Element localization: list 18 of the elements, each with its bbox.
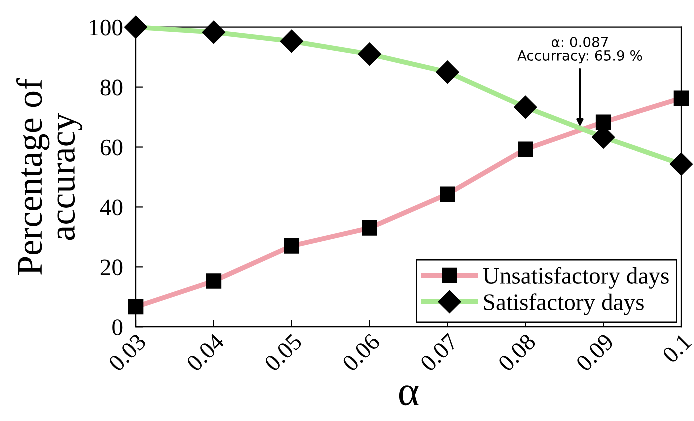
x-tick-label: 0.04 xyxy=(186,332,226,372)
y-axis-title: Percentage of accuracy xyxy=(16,78,83,275)
y-tick-label: 0 xyxy=(112,320,123,336)
x-tick-label: 0.06 xyxy=(342,332,382,372)
y-tick-label: 40 xyxy=(100,200,123,216)
x-axis-title: α xyxy=(399,386,419,406)
y-tick-label: 80 xyxy=(100,80,123,96)
annotation: α: 0.087 Accurracy: 65.9 % xyxy=(518,36,642,64)
legend-label: Unsatisfactory days xyxy=(483,267,669,289)
y-tick-label: 20 xyxy=(100,260,123,276)
x-tick-label: 0.08 xyxy=(498,333,537,372)
y-tick-label: 60 xyxy=(100,140,123,156)
x-tick-label: 0.09 xyxy=(575,333,615,372)
x-tick-label: 0.07 xyxy=(420,332,460,372)
legend-label: Satisfactory days xyxy=(484,294,644,316)
y-tick-label: 100 xyxy=(90,20,123,36)
x-tick-label: 0.05 xyxy=(264,333,304,372)
x-tick-label: 0.1 xyxy=(662,333,692,364)
